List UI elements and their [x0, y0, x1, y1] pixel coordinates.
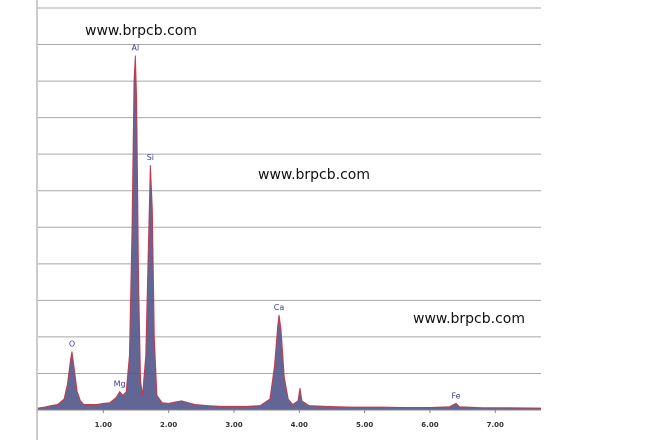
peak-label: Si [147, 153, 154, 162]
peak-label: O [69, 340, 75, 349]
watermark: www.brpcb.com [258, 167, 370, 183]
x-tick-label: 5.00 [356, 421, 373, 429]
peak-label: Fe [452, 391, 461, 400]
watermark: www.brpcb.com [413, 311, 525, 327]
peak-label: Mg [114, 380, 126, 389]
x-tick-label: 1.00 [95, 421, 112, 429]
watermark: www.brpcb.com [85, 23, 197, 39]
x-tick-label: 6.00 [421, 421, 438, 429]
x-tick-label: 2.00 [160, 421, 177, 429]
spectrum-line [37, 55, 542, 409]
x-tick-label: 7.00 [487, 421, 504, 429]
peak-label: Ca [274, 303, 285, 312]
x-tick-label: 3.00 [225, 421, 242, 429]
spectrum-area [38, 55, 541, 410]
peak-label: Al [131, 44, 139, 53]
x-tick-label: 4.00 [291, 421, 308, 429]
